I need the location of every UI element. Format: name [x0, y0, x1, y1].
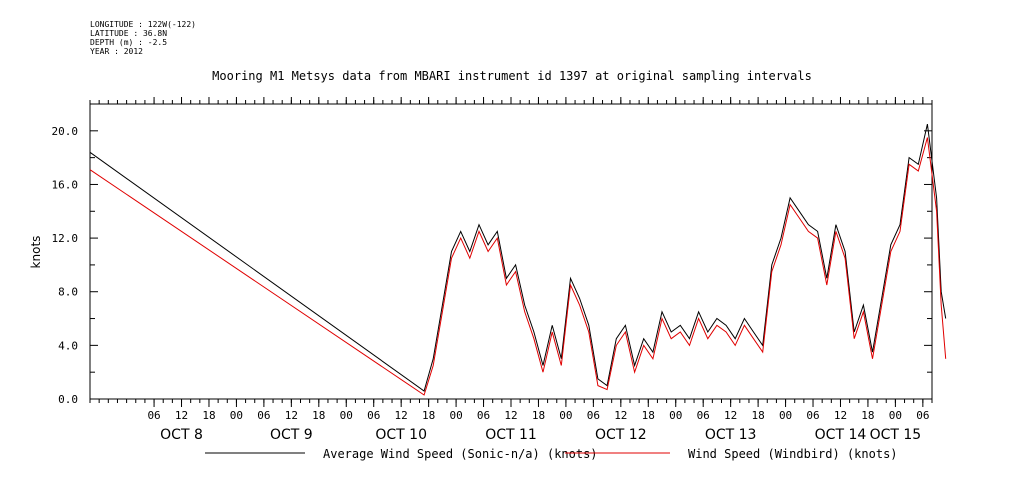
- x-hour-tick-label: 06: [257, 409, 270, 422]
- x-day-label: OCT 15: [870, 427, 922, 443]
- x-day-label: OCT 11: [485, 427, 537, 443]
- x-hour-tick-label: 06: [147, 409, 160, 422]
- x-hour-tick-label: 06: [477, 409, 490, 422]
- x-hour-tick-label: 00: [779, 409, 792, 422]
- x-day-label: OCT 9: [270, 427, 313, 443]
- x-hour-tick-label: 06: [587, 409, 600, 422]
- x-hour-tick-label: 06: [916, 409, 929, 422]
- x-hour-tick-label: 18: [861, 409, 874, 422]
- y-tick-label: 8.0: [58, 286, 78, 299]
- legend: Average Wind Speed (Sonic-n/a) (knots) Wi…: [205, 447, 898, 461]
- y-tick-label: 16.0: [52, 178, 79, 191]
- depth-label: DEPTH (m) : -2.5: [90, 38, 168, 47]
- x-hour-tick-label: 18: [642, 409, 655, 422]
- x-hour-tick-label: 12: [504, 409, 517, 422]
- x-day-label: OCT 10: [375, 427, 427, 443]
- x-hour-tick-label: 12: [395, 409, 408, 422]
- x-hour-tick-label: 12: [614, 409, 627, 422]
- x-hour-tick-label: 06: [697, 409, 710, 422]
- x-day-label: OCT 13: [705, 427, 757, 443]
- x-hour-tick-label: 06: [367, 409, 380, 422]
- x-hour-tick-label: 00: [559, 409, 572, 422]
- axis-ticks: 06 12 18 00 06 12 18 00 06 12 18 00 06 12 18 00 06 12 18 00…: [52, 97, 933, 443]
- x-hour-tick-label: 18: [422, 409, 435, 422]
- x-hour-tick-label: 12: [834, 409, 847, 422]
- plot-frame: [89, 103, 933, 400]
- legend-label-1: Wind Speed (Windbird) (knots): [688, 447, 898, 461]
- x-hour-tick-label: 00: [889, 409, 902, 422]
- year-label: YEAR : 2012: [90, 47, 143, 56]
- x-hour-tick-label: 18: [751, 409, 764, 422]
- x-hour-tick-label: 18: [202, 409, 215, 422]
- x-hour-tick-label: 00: [669, 409, 682, 422]
- x-hour-tick-label: 12: [724, 409, 737, 422]
- chart-title: Mooring M1 Metsys data from MBARI instru…: [212, 69, 812, 83]
- legend-label-0: Average Wind Speed (Sonic-n/a) (knots): [323, 447, 598, 461]
- series-line-1: [89, 137, 947, 396]
- y-axis-label: knots: [29, 236, 43, 269]
- y-tick-label: 4.0: [58, 339, 78, 352]
- series-line-0: [89, 123, 947, 392]
- latitude-label: LATITUDE : 36.8N: [90, 29, 168, 38]
- y-tick-label: 20.0: [52, 125, 79, 138]
- x-hour-tick-label: 18: [532, 409, 545, 422]
- x-day-label: OCT 14: [815, 427, 867, 443]
- x-hour-tick-label: 12: [285, 409, 298, 422]
- x-day-label: OCT 12: [595, 427, 647, 443]
- series-layer: [89, 123, 947, 396]
- x-day-label: OCT 8: [160, 427, 203, 443]
- y-tick-label: 12.0: [52, 232, 79, 245]
- x-hour-tick-label: 06: [806, 409, 819, 422]
- metadata-block: LONGITUDE : 122W(-122) LATITUDE : 36.8N …: [90, 20, 196, 56]
- x-hour-tick-label: 18: [312, 409, 325, 422]
- longitude-label: LONGITUDE : 122W(-122): [90, 20, 196, 29]
- x-hour-tick-label: 00: [449, 409, 462, 422]
- x-hour-tick-label: 00: [340, 409, 353, 422]
- y-tick-label: 0.0: [58, 393, 78, 406]
- x-hour-tick-label: 00: [230, 409, 243, 422]
- x-hour-tick-label: 12: [175, 409, 188, 422]
